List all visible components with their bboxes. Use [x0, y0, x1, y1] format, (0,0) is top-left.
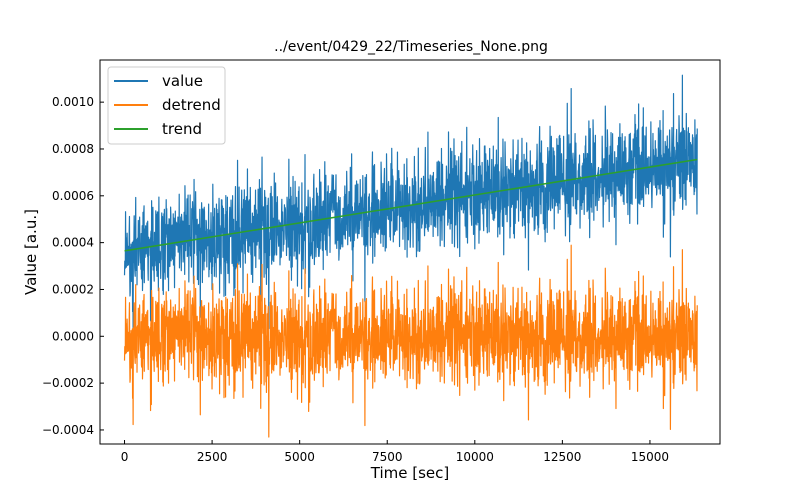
y-tick-label: −0.0002 [42, 376, 94, 390]
x-tick-label: 12500 [543, 450, 581, 464]
axis-ticks: 0 2500 5000 7500 10000 12500 15000 −0.0004 −0.00… [42, 95, 669, 464]
series-trend-line [124, 158, 698, 252]
series-detrend-line [123, 244, 698, 438]
y-tick-label: 0.0006 [52, 189, 94, 203]
y-tick-label: −0.0004 [42, 423, 94, 437]
y-axis-label: Value [a.u.] [22, 209, 40, 295]
x-axis-label: Time [sec] [370, 464, 449, 482]
x-tick-label: 2500 [197, 450, 228, 464]
series-value-line [123, 74, 698, 339]
y-tick-label: 0.0010 [52, 95, 94, 109]
axes-frame [99, 59, 721, 445]
legend: value detrend trend [107, 66, 226, 145]
legend-detrend-label: detrend [162, 96, 221, 114]
x-tick-label: 5000 [284, 450, 315, 464]
y-tick-label: 0.0000 [52, 329, 94, 343]
legend-box [107, 66, 226, 145]
y-tick-label: 0.0002 [52, 282, 94, 296]
x-tick-label: 10000 [456, 450, 494, 464]
x-tick-label: 15000 [631, 450, 669, 464]
x-tick-label: 0 [121, 450, 129, 464]
y-tick-label: 0.0008 [52, 142, 94, 156]
x-tick-label: 7500 [372, 450, 403, 464]
y-tick-label: 0.0004 [52, 236, 94, 250]
chart-title: ../event/0429_22/Timeseries_None.png [274, 39, 548, 55]
legend-trend-label: trend [162, 120, 202, 138]
plot-area [123, 74, 698, 438]
legend-value-label: value [162, 72, 203, 90]
